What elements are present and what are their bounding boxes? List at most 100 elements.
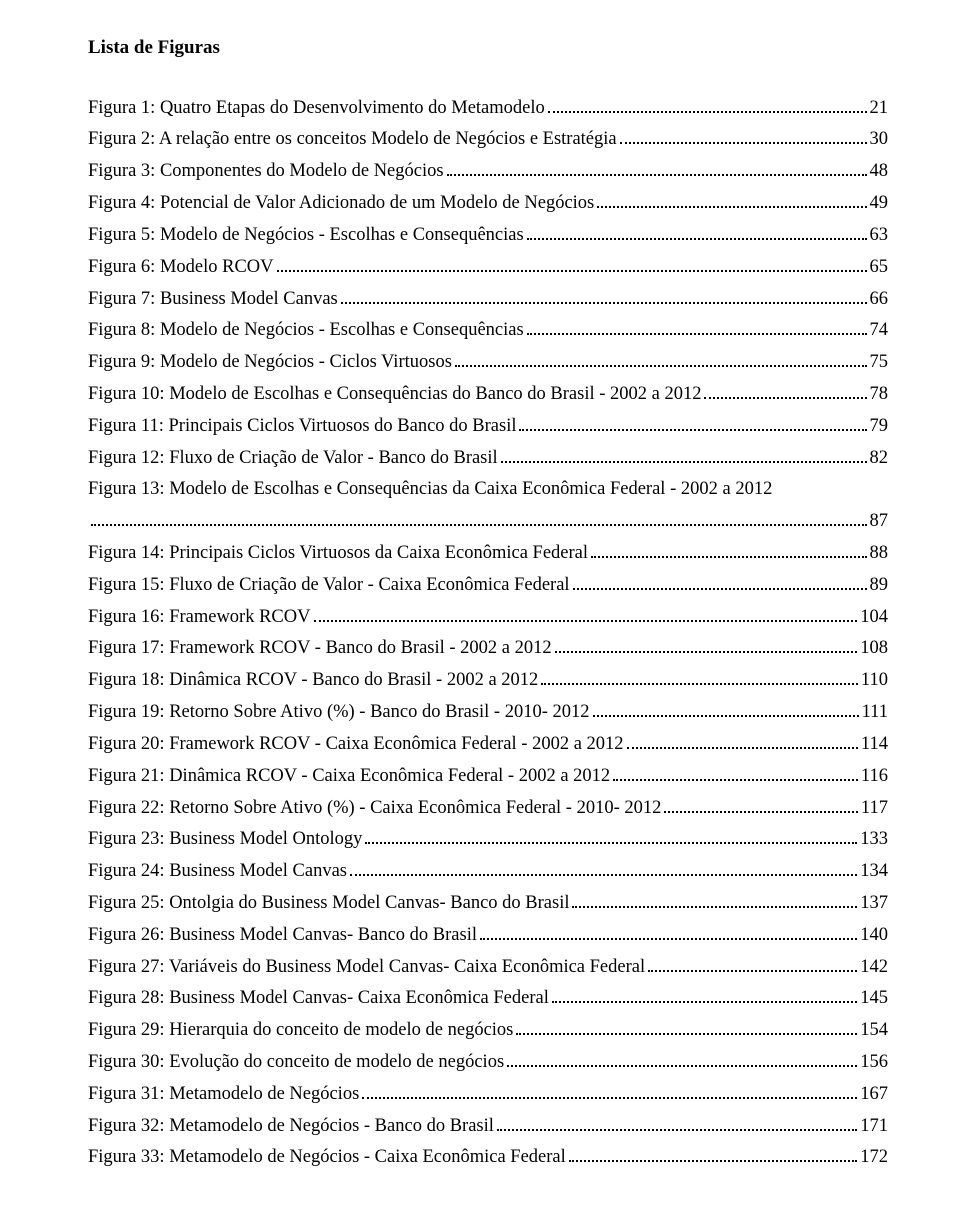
toc-entry: Figura 25: Ontolgia do Business Model Ca… (88, 888, 888, 920)
toc-entry-label: Figura 28: Business Model Canvas- Caixa … (88, 983, 549, 1015)
toc-entry-label: Figura 32: Metamodelo de Negócios - Banc… (88, 1111, 494, 1143)
toc-entry-page: 110 (861, 665, 888, 697)
toc-leader-dots (552, 991, 857, 1003)
toc-entry-page: 140 (860, 920, 888, 952)
toc-entry-label: Figura 12: Fluxo de Criação de Valor - B… (88, 443, 498, 475)
toc-entry-label: Figura 30: Evolução do conceito de model… (88, 1047, 504, 1079)
toc-entry-page: 133 (860, 824, 888, 856)
toc-entry: Figura 6: Modelo RCOV 65 (88, 252, 888, 284)
toc-leader-dots (516, 1023, 857, 1035)
toc-entry-label: Figura 33: Metamodelo de Negócios - Caix… (88, 1142, 566, 1174)
toc-entry-page: 89 (870, 570, 889, 602)
toc-leader-dots (497, 1119, 857, 1131)
toc-entry-label: Figura 7: Business Model Canvas (88, 284, 338, 316)
toc-entry-label: Figura 8: Modelo de Negócios - Escolhas … (88, 315, 524, 347)
toc-entry: Figura 4: Potencial de Valor Adicionado … (88, 188, 888, 220)
toc-entry-page: 78 (870, 379, 889, 411)
toc-entry: Figura 20: Framework RCOV - Caixa Econôm… (88, 729, 888, 761)
toc-entry-page: 21 (870, 93, 889, 125)
toc-entry-label: Figura 1: Quatro Etapas do Desenvolvimen… (88, 93, 545, 125)
toc-entry: Figura 24: Business Model Canvas 134 (88, 856, 888, 888)
toc-leader-dots (555, 641, 858, 653)
toc-entry: Figura 5: Modelo de Negócios - Escolhas … (88, 220, 888, 252)
toc-entry-label: Figura 18: Dinâmica RCOV - Banco do Bras… (88, 665, 538, 697)
list-title: Lista de Figuras (88, 32, 888, 65)
toc-entry: Figura 18: Dinâmica RCOV - Banco do Bras… (88, 665, 888, 697)
toc-entry: Figura 31: Metamodelo de Negócios167 (88, 1079, 888, 1111)
toc-entry-label: Figura 25: Ontolgia do Business Model Ca… (88, 888, 569, 920)
toc-leader-dots (519, 419, 866, 431)
toc-leader-dots (341, 291, 867, 303)
toc-leader-dots (455, 355, 867, 367)
toc-entry-label: Figura 9: Modelo de Negócios - Ciclos Vi… (88, 347, 452, 379)
toc-entry-page: 65 (870, 252, 889, 284)
toc-entry-label: Figura 27: Variáveis do Business Model C… (88, 952, 645, 984)
toc-entry-page: 114 (861, 729, 888, 761)
toc-entry: Figura 2: A relação entre os conceitos M… (88, 124, 888, 156)
toc-entry-page: 134 (860, 856, 888, 888)
toc-entry: Figura 33: Metamodelo de Negócios - Caix… (88, 1142, 888, 1174)
toc-entry-label: Figura 16: Framework RCOV (88, 602, 311, 634)
toc-entry: Figura 9: Modelo de Negócios - Ciclos Vi… (88, 347, 888, 379)
toc-leader-dots (362, 1087, 857, 1099)
toc-entry: Figura 19: Retorno Sobre Ativo (%) - Ban… (88, 697, 888, 729)
toc-leader-dots (501, 450, 867, 462)
toc-leader-dots (648, 959, 857, 971)
toc-entry: Figura 27: Variáveis do Business Model C… (88, 952, 888, 984)
toc-entry-label: Figura 24: Business Model Canvas (88, 856, 347, 888)
toc-entry-page: 156 (860, 1047, 888, 1079)
toc-entry-label: Figura 22: Retorno Sobre Ativo (%) - Cai… (88, 793, 661, 825)
page-container: Lista de Figuras Figura 1: Quatro Etapas… (0, 0, 960, 1214)
toc-entry-label: Figura 6: Modelo RCOV (88, 252, 274, 284)
toc-entry-page: 49 (870, 188, 889, 220)
toc-entry-label: Figura 17: Framework RCOV - Banco do Bra… (88, 633, 552, 665)
toc-leader-dots (541, 673, 858, 685)
toc-entry: Figura 28: Business Model Canvas- Caixa … (88, 983, 888, 1015)
toc-entry-label: Figura 26: Business Model Canvas- Banco … (88, 920, 477, 952)
toc-leader-dots (704, 387, 866, 399)
toc-entry-page: 82 (870, 443, 889, 475)
toc-leader-dots (613, 769, 858, 781)
toc-entry: Figura 15: Fluxo de Criação de Valor - C… (88, 570, 888, 602)
toc-entry-page: 30 (870, 124, 889, 156)
toc-entry-page: 88 (870, 538, 889, 570)
toc-entry: Figura 13: Modelo de Escolhas e Consequê… (88, 474, 888, 506)
toc-entry-page: 116 (861, 761, 888, 793)
toc-entry: Figura 16: Framework RCOV104 (88, 602, 888, 634)
toc-entry-label: Figura 10: Modelo de Escolhas e Consequê… (88, 379, 701, 411)
toc-leader-dots (350, 864, 857, 876)
toc-entry: Figura 12: Fluxo de Criação de Valor - B… (88, 443, 888, 475)
toc-entry: Figura 7: Business Model Canvas66 (88, 284, 888, 316)
toc-entry-page: 145 (860, 983, 888, 1015)
toc-entry-label: Figura 13: Modelo de Escolhas e Consequê… (88, 474, 772, 506)
toc-entry: Figura 26: Business Model Canvas- Banco … (88, 920, 888, 952)
toc-leader-dots (365, 832, 857, 844)
toc-entry-label: Figura 21: Dinâmica RCOV - Caixa Econômi… (88, 761, 610, 793)
toc-entry-page: 167 (860, 1079, 888, 1111)
toc-leader-dots (527, 228, 867, 240)
toc-leader-dots (572, 896, 857, 908)
toc-entry-page: 142 (860, 952, 888, 984)
toc-leader-dots (314, 610, 858, 622)
figures-list: Figura 1: Quatro Etapas do Desenvolvimen… (88, 93, 888, 1175)
toc-leader-dots (91, 514, 867, 526)
toc-entry-label: Figura 19: Retorno Sobre Ativo (%) - Ban… (88, 697, 590, 729)
toc-entry-page: 154 (860, 1015, 888, 1047)
toc-entry-label: Figura 20: Framework RCOV - Caixa Econôm… (88, 729, 624, 761)
toc-entry-page: 108 (860, 633, 888, 665)
toc-entry-label: Figura 5: Modelo de Negócios - Escolhas … (88, 220, 524, 252)
toc-entry: Figura 32: Metamodelo de Negócios - Banc… (88, 1111, 888, 1143)
toc-leader-dots (447, 164, 867, 176)
toc-entry: Figura 14: Principais Ciclos Virtuosos d… (88, 538, 888, 570)
toc-entry: Figura 29: Hierarquia do conceito de mod… (88, 1015, 888, 1047)
toc-entry-page: 137 (860, 888, 888, 920)
toc-entry-label: Figura 14: Principais Ciclos Virtuosos d… (88, 538, 588, 570)
toc-entry: Figura 11: Principais Ciclos Virtuosos d… (88, 411, 888, 443)
toc-entry: Figura 1: Quatro Etapas do Desenvolvimen… (88, 93, 888, 125)
toc-entry-label: Figura 4: Potencial de Valor Adicionado … (88, 188, 594, 220)
toc-leader-dots (597, 196, 866, 208)
toc-leader-dots (593, 705, 859, 717)
toc-entry: Figura 3: Componentes do Modelo de Negóc… (88, 156, 888, 188)
toc-leader-dots (507, 1055, 857, 1067)
toc-entry-page: 48 (870, 156, 889, 188)
